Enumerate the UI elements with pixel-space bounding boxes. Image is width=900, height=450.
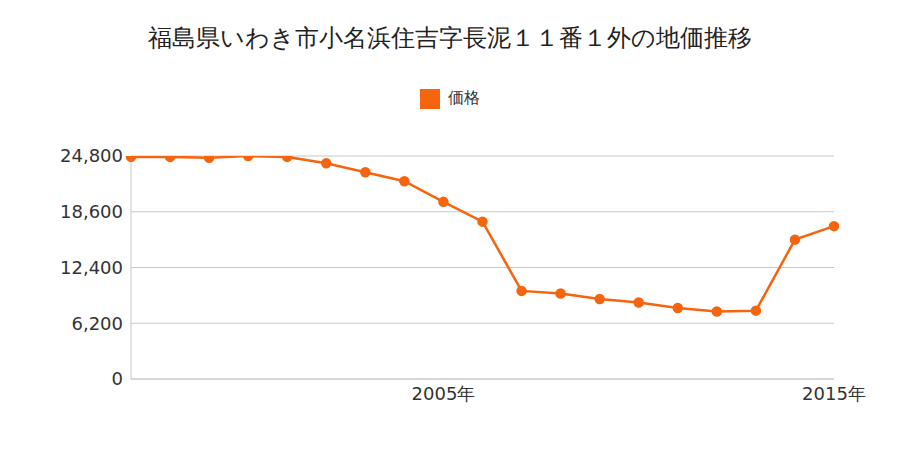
svg-text:12,400: 12,400 <box>60 257 123 278</box>
html-text:福島県いわき市小名浜住吉字長泥１１番１外の地価推移: 福島県いわき市小名浜住吉字長泥１１番１外の地価推移 <box>148 24 752 52</box>
svg-text:2015年: 2015年 <box>802 383 866 404</box>
html-text:価格: 価格 <box>448 88 480 107</box>
svg-text:2005年: 2005年 <box>412 383 476 404</box>
svg-text:0: 0 <box>112 368 123 389</box>
svg-text:18,600: 18,600 <box>60 201 123 222</box>
svg-text:24,800: 24,800 <box>60 145 123 166</box>
svg-text:6,200: 6,200 <box>71 313 123 334</box>
